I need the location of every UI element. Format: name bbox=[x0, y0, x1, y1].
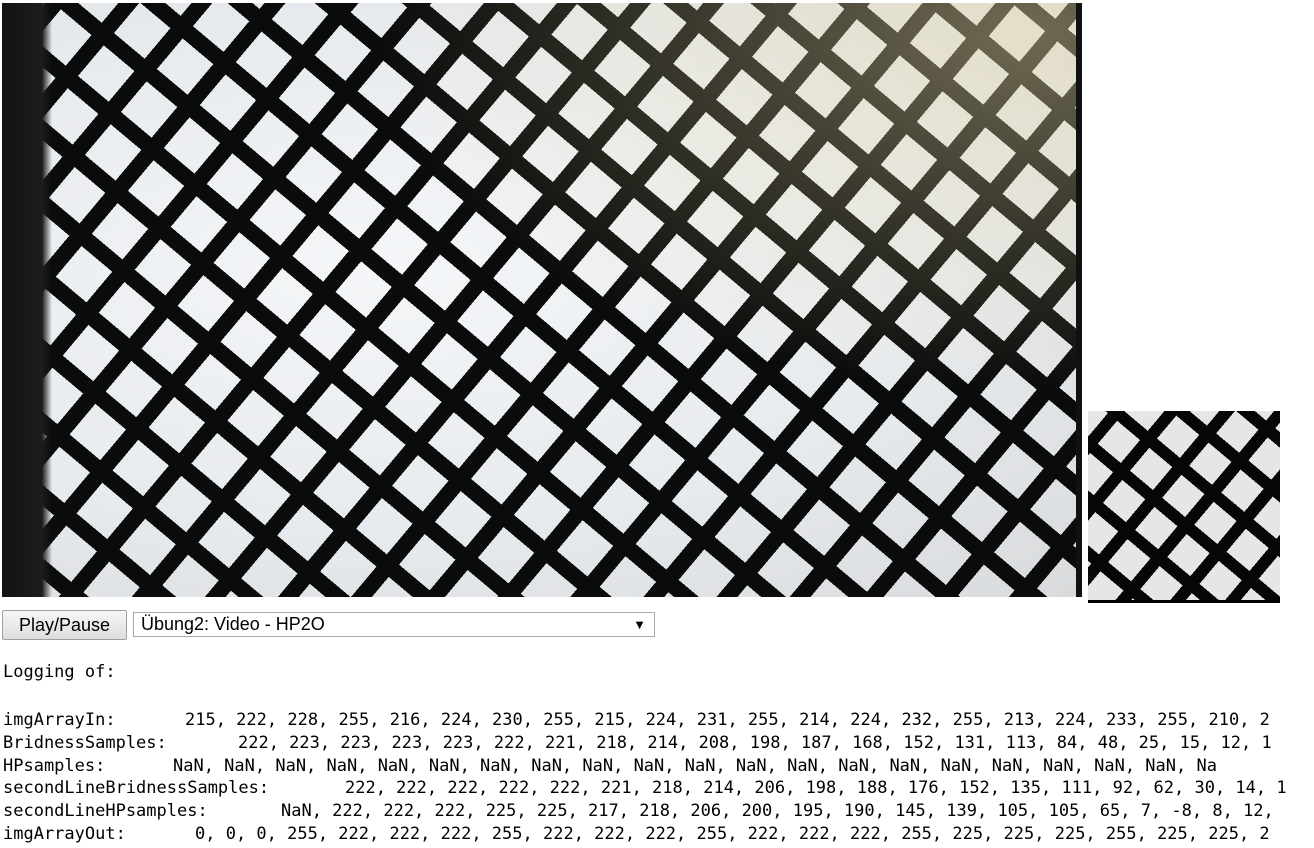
log-line: secondLineHPsamples: NaN, 222, 222, 222, … bbox=[3, 800, 1314, 823]
play-pause-button[interactable]: Play/Pause bbox=[2, 610, 127, 640]
log-label: secondLineBridnessSamples: bbox=[3, 778, 270, 799]
output-canvas bbox=[1088, 411, 1280, 603]
log-label: HPsamples: bbox=[3, 755, 106, 776]
log-label: imgArrayIn: bbox=[3, 710, 116, 730]
log-values: NaN, 222, 222, 222, 225, 225, 217, 218, … bbox=[281, 801, 1274, 822]
video-right-edge bbox=[1076, 3, 1082, 597]
mode-select-value: Übung2: Video - HP2O bbox=[141, 614, 325, 634]
video-left-edge bbox=[2, 3, 52, 597]
log-label: secondLineHPsamples: bbox=[3, 801, 208, 822]
log-values: 222, 223, 223, 223, 223, 222, 221, 218, … bbox=[238, 732, 1272, 753]
log-line: HPsamples: NaN, NaN, NaN, NaN, NaN, NaN, … bbox=[3, 755, 1314, 778]
log-values: 215, 222, 228, 255, 216, 224, 230, 255, … bbox=[185, 710, 1270, 730]
log-output: imgArrayIn: 215, 222, 228, 255, 216, 224,… bbox=[3, 709, 1314, 846]
video-frame[interactable] bbox=[2, 3, 1082, 597]
chevron-down-icon: ▼ bbox=[633, 617, 646, 632]
log-values: 222, 222, 222, 222, 222, 221, 218, 214, … bbox=[345, 778, 1287, 799]
log-heading: Logging of: bbox=[3, 662, 116, 682]
mode-select[interactable]: Übung2: Video - HP2O ▼ bbox=[133, 612, 655, 637]
log-line: imgArrayOut: 0, 0, 0, 255, 222, 222, 222,… bbox=[3, 823, 1314, 846]
video-lighting bbox=[2, 3, 1082, 597]
log-label: BridnessSamples: bbox=[3, 732, 167, 753]
log-line: secondLineBridnessSamples: 222, 222, 222,… bbox=[3, 777, 1314, 800]
log-values: 0, 0, 0, 255, 222, 222, 222, 255, 222, 2… bbox=[195, 823, 1270, 844]
log-line: imgArrayIn: 215, 222, 228, 255, 216, 224,… bbox=[3, 709, 1314, 732]
log-values: NaN, NaN, NaN, NaN, NaN, NaN, NaN, NaN, … bbox=[173, 755, 1217, 776]
log-line: BridnessSamples: 222, 223, 223, 223, 223,… bbox=[3, 732, 1314, 755]
log-label: imgArrayOut: bbox=[3, 823, 126, 844]
